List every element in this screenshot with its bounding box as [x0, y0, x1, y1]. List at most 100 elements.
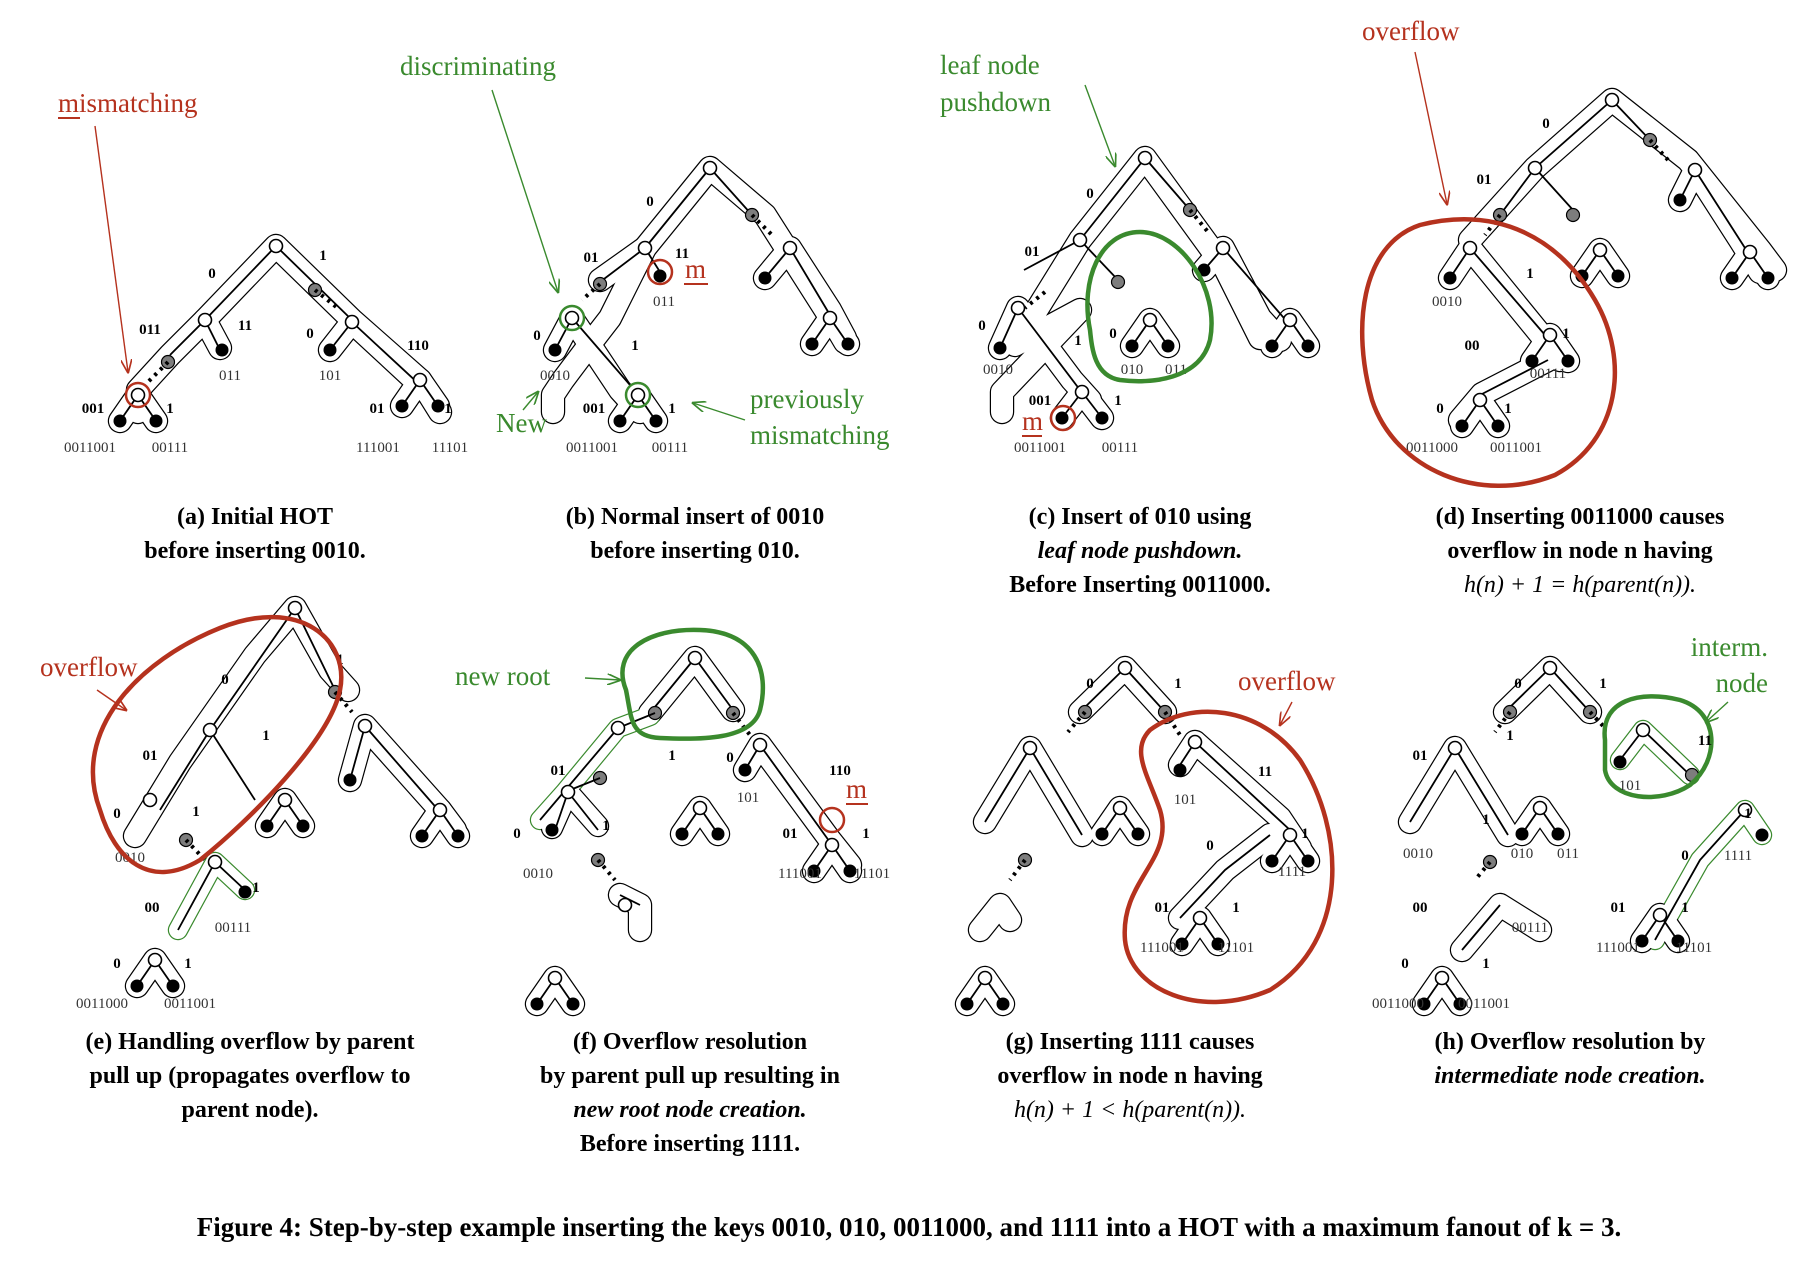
leaf-node: [260, 819, 274, 833]
inner-node: [977, 970, 993, 986]
leaf-node: [1491, 419, 1505, 433]
annotation-m: m: [846, 774, 867, 804]
leaf-node: [1265, 339, 1279, 353]
group-outline: [90, 615, 344, 875]
annotation-overflow: overflow: [40, 652, 138, 682]
leaf-node: [805, 337, 819, 351]
leaf-node: [1453, 997, 1467, 1011]
caption-c: (c) Insert of 010 using leaf node pushdow…: [1009, 504, 1271, 598]
leaf-node: [149, 414, 163, 428]
annotation-arrow: [1414, 51, 1447, 204]
leaf-node: [1125, 339, 1139, 353]
text: 1: [262, 728, 270, 744]
group-outline: [620, 627, 766, 741]
text: 0: [513, 826, 521, 842]
text: 0: [113, 806, 121, 822]
inner-node: [1592, 242, 1608, 258]
group-outline: [1359, 217, 1618, 489]
leaf-node: [1551, 827, 1565, 841]
text: 0: [113, 956, 121, 972]
leaf-node: [431, 399, 445, 413]
node-outline-fill: [969, 894, 1021, 941]
text: 1111: [1278, 864, 1306, 880]
edge-line: [1534, 167, 1574, 211]
text: 1: [1114, 393, 1122, 409]
inner-node: [1527, 160, 1543, 176]
text: 11101: [432, 440, 468, 456]
leaf-node: [807, 864, 821, 878]
inner-node: [1434, 970, 1450, 986]
caption-h: (h) Overflow resolution by intermediate n…: [1434, 1029, 1706, 1089]
annotation-arrow: [1280, 701, 1293, 725]
inner-node: [1472, 392, 1488, 408]
text: 011: [139, 322, 161, 338]
leaf-node: [1055, 411, 1069, 425]
text: 1111: [1724, 848, 1752, 864]
text: 0: [1401, 956, 1409, 972]
text: 011: [1557, 846, 1579, 862]
node-outline-fill: [639, 647, 744, 724]
text: 0011001: [1458, 996, 1510, 1012]
annotation-mismatching: mismatching: [750, 420, 889, 450]
annotation-overflow: overflow: [1362, 16, 1460, 46]
inner-node: [1112, 800, 1128, 816]
text: 01: [1477, 172, 1492, 188]
text: 1: [319, 248, 327, 264]
node-outline-fill: [124, 597, 359, 847]
leaf-node: [1173, 763, 1187, 777]
inner-node: [1652, 907, 1668, 923]
text: 001: [1029, 393, 1052, 409]
text: 11101: [1676, 940, 1712, 956]
text: 101: [1619, 778, 1642, 794]
text: 1: [1744, 806, 1752, 822]
leaf-node: [166, 979, 180, 993]
inner-node: [1604, 92, 1620, 108]
text: 101: [319, 368, 342, 384]
leaf-node: [1761, 271, 1775, 285]
leaf-node: [1455, 419, 1469, 433]
text: 0010: [523, 866, 553, 882]
leaf-node: [323, 343, 337, 357]
text: 0: [306, 326, 314, 342]
leaf-node: [653, 269, 667, 283]
annotation-m: m: [685, 254, 706, 284]
text: 0010: [1403, 846, 1433, 862]
leaf-node: [130, 979, 144, 993]
text: 11: [1698, 733, 1712, 749]
text: 0010: [983, 362, 1013, 378]
inner-node: [1737, 802, 1753, 818]
text: 1: [1562, 326, 1570, 342]
annotation-arrow: [96, 689, 126, 710]
inner-node: [1137, 150, 1153, 166]
inner-node: [202, 722, 218, 738]
text: 0: [1206, 838, 1214, 854]
inner-node: [782, 240, 798, 256]
inner-node: [1187, 734, 1203, 750]
highlight-ring: [818, 806, 846, 834]
leaf-node: [738, 763, 752, 777]
text: 01: [370, 401, 385, 417]
leaf-node: [1671, 934, 1685, 948]
text: 0: [726, 750, 734, 766]
text: 1: [1232, 900, 1240, 916]
leaf-node: [1131, 827, 1145, 841]
inner-node: [142, 792, 158, 808]
leaf-node: [613, 414, 627, 428]
text: 110: [407, 338, 429, 354]
text: 0011001: [1490, 440, 1542, 456]
annotation-arrow: [491, 89, 558, 292]
leaf-node: [545, 823, 559, 837]
inner-node: [412, 372, 428, 388]
node-outline-fill: [1611, 721, 1699, 784]
annotation-overflow: overflow: [1238, 666, 1336, 696]
inner-node: [1532, 800, 1548, 816]
highlight-ring: [124, 381, 152, 409]
inner-node: [822, 310, 838, 326]
inner-node: [617, 897, 633, 913]
inner-node: [564, 310, 580, 326]
text: 111001: [1596, 940, 1640, 956]
text: 111001: [1140, 940, 1184, 956]
leaf-node: [238, 885, 252, 899]
edge-line: [1654, 809, 1746, 941]
